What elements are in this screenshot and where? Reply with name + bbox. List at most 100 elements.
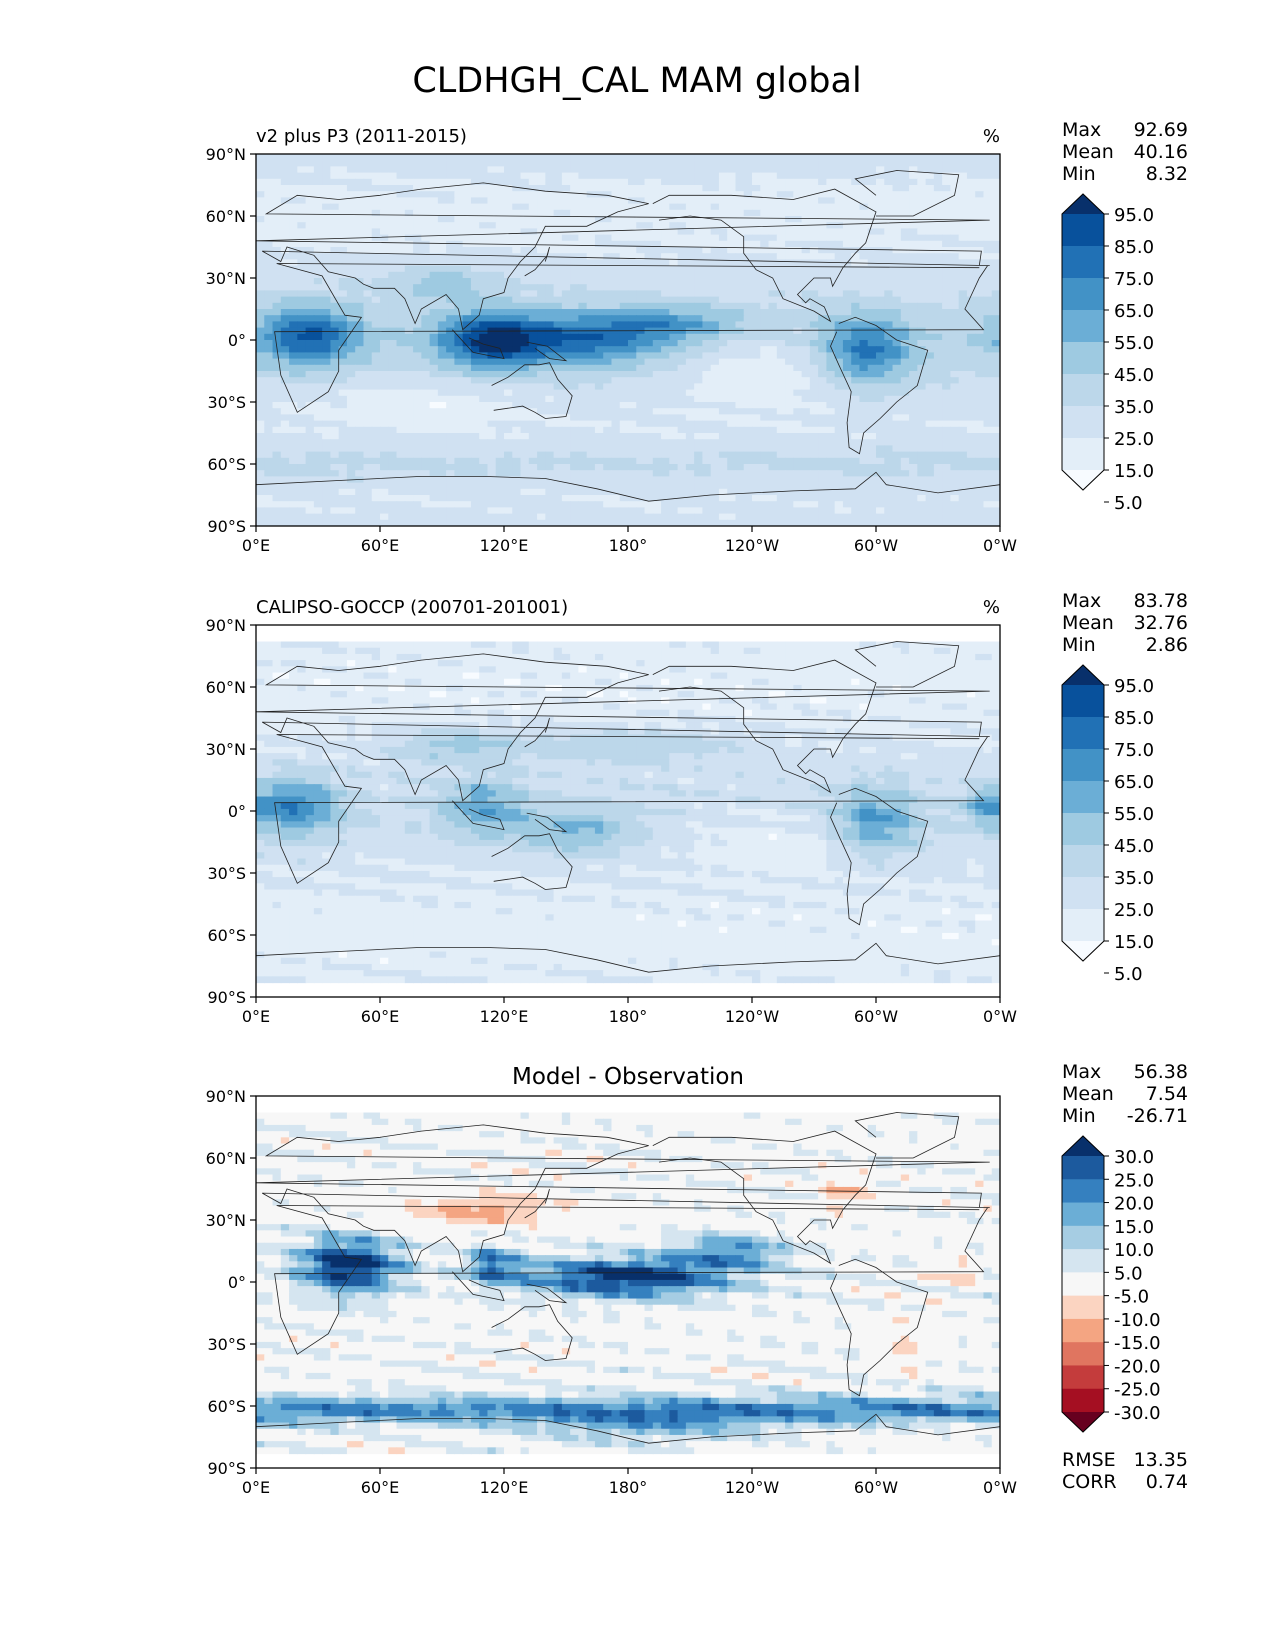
- grid-cell: [437, 333, 447, 341]
- grid-cell: [504, 278, 513, 285]
- grid-cell: [413, 154, 422, 161]
- grid-cell: [776, 383, 786, 391]
- grid-cell: [793, 340, 803, 347]
- grid-cell: [264, 240, 274, 248]
- grid-cell: [909, 457, 918, 465]
- grid-cell: [925, 166, 935, 174]
- grid-cell: [652, 290, 662, 298]
- grid-cell: [462, 271, 472, 279]
- grid-cell: [876, 327, 885, 335]
- grid-cell: [570, 278, 579, 285]
- grid-cell: [975, 433, 985, 440]
- grid-cell: [842, 172, 852, 180]
- grid-cell: [776, 166, 786, 174]
- grid-cell: [413, 240, 422, 248]
- grid-cell: [768, 216, 778, 223]
- grid-cell: [752, 228, 761, 236]
- grid-cell: [570, 234, 579, 242]
- grid-cell: [826, 464, 836, 471]
- grid-cell: [743, 278, 753, 285]
- grid-cell: [933, 408, 943, 415]
- grid-cell: [264, 464, 274, 471]
- grid-cell: [710, 296, 720, 304]
- grid-cell: [603, 476, 613, 484]
- grid-cell: [942, 457, 951, 465]
- grid-cell: [454, 340, 464, 347]
- grid-cell: [363, 247, 373, 254]
- grid-cell: [942, 265, 951, 273]
- grid-cell: [289, 253, 298, 260]
- grid-cell: [669, 160, 679, 167]
- grid-cell: [495, 464, 505, 471]
- grid-cell: [925, 203, 935, 211]
- grid-cell: [363, 476, 373, 484]
- grid-cell: [776, 172, 786, 180]
- grid-cell: [404, 457, 414, 465]
- grid-cell: [528, 222, 538, 229]
- grid-cell: [702, 290, 712, 298]
- grid-cell: [388, 154, 398, 161]
- grid-cell: [809, 309, 819, 316]
- grid-cell: [851, 445, 861, 453]
- grid-cell: [289, 408, 298, 415]
- grid-cell: [528, 271, 538, 279]
- grid-cell: [991, 271, 1000, 279]
- grid-cell: [470, 166, 480, 174]
- grid-cell: [537, 488, 546, 496]
- grid-cell: [545, 259, 555, 267]
- grid-cell: [867, 191, 877, 198]
- grid-cell: [793, 309, 803, 316]
- grid-cell: [371, 315, 381, 322]
- grid-cell: [603, 209, 613, 217]
- grid-cell: [933, 284, 943, 291]
- grid-cell: [437, 203, 447, 211]
- grid-cell: [876, 240, 885, 248]
- grid-cell: [818, 284, 827, 291]
- grid-cell: [479, 395, 489, 403]
- grid-cell: [685, 433, 695, 440]
- grid-cell: [346, 197, 356, 205]
- grid-cell: [876, 346, 885, 353]
- grid-cell: [826, 395, 836, 403]
- grid-cell: [289, 364, 298, 372]
- grid-cell: [487, 321, 497, 329]
- grid-cell: [528, 234, 538, 242]
- grid-cell: [727, 439, 737, 446]
- grid-cell: [991, 371, 1000, 378]
- grid-cell: [256, 358, 265, 366]
- grid-cell: [710, 414, 720, 422]
- grid-cell: [735, 154, 745, 161]
- grid-cell: [561, 234, 571, 242]
- grid-cell: [594, 222, 604, 229]
- grid-cell: [826, 172, 836, 180]
- grid-cell: [991, 383, 1000, 391]
- grid-cell: [545, 352, 555, 360]
- grid-cell: [561, 371, 571, 378]
- grid-cell: [256, 178, 265, 186]
- grid-cell: [768, 439, 778, 446]
- grid-cell: [685, 333, 695, 341]
- grid-cell: [851, 408, 861, 415]
- grid-cell: [528, 309, 538, 316]
- grid-cell: [950, 476, 960, 484]
- grid-cell: [718, 402, 728, 409]
- grid-cell: [950, 445, 960, 453]
- grid-cell: [586, 333, 596, 341]
- grid-cell: [264, 321, 274, 329]
- grid-cell: [652, 278, 662, 285]
- grid-cell: [462, 364, 472, 372]
- grid-cell: [925, 271, 935, 279]
- grid-cell: [528, 402, 538, 409]
- grid-cell: [280, 383, 290, 391]
- grid-cell: [909, 315, 918, 322]
- grid-cell: [380, 222, 389, 229]
- grid-cell: [727, 247, 737, 254]
- grid-cell: [611, 234, 621, 242]
- grid-cell: [603, 160, 613, 167]
- grid-cell: [570, 383, 579, 391]
- grid-cell: [421, 154, 431, 161]
- grid-cell: [404, 488, 414, 496]
- grid-cell: [801, 408, 811, 415]
- grid-cell: [652, 420, 662, 428]
- grid-cell: [669, 321, 679, 329]
